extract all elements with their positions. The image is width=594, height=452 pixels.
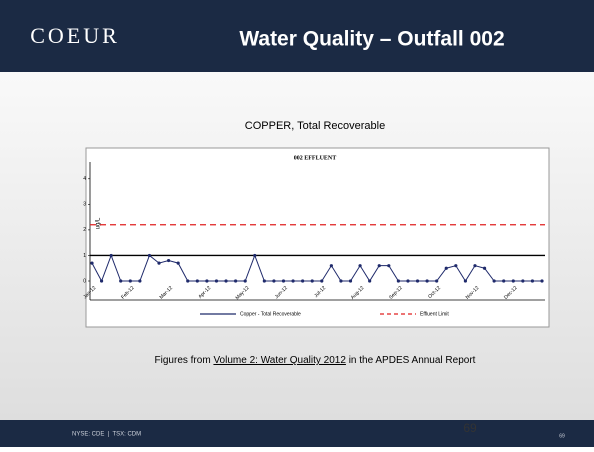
footnote: Figures from Volume 2: Water Quality 201…: [155, 355, 476, 366]
data-point: [157, 261, 161, 265]
footnote-text: in the APDES Annual Report: [346, 355, 476, 366]
legend-label: Effluent Limit: [420, 311, 449, 317]
data-point: [473, 264, 477, 268]
data-point: [253, 253, 257, 258]
footnote-text: Figures from: [155, 355, 214, 366]
data-point: [377, 264, 381, 268]
subtitle: COPPER, Total Recoverable: [245, 120, 385, 132]
data-point: [339, 279, 343, 283]
header: [0, 0, 594, 72]
data-point: [214, 279, 219, 283]
data-point: [511, 279, 515, 283]
data-point: [186, 279, 190, 283]
data-point: [406, 279, 410, 283]
data-point: [205, 279, 209, 283]
data-point: [387, 264, 391, 268]
data-point: [234, 279, 238, 283]
data-point: [454, 264, 458, 268]
data-point: [90, 261, 94, 265]
data-point: [291, 279, 295, 283]
data-point: [310, 279, 314, 283]
data-point: [243, 279, 247, 283]
data-point: [492, 279, 496, 283]
data-point: [166, 258, 171, 263]
data-point: [482, 266, 487, 270]
data-point: [463, 279, 468, 283]
legend-label: Copper - Total Recoverable: [240, 311, 301, 317]
data-point: [348, 279, 353, 283]
y-tick-label: 2: [83, 227, 86, 233]
data-point: [368, 279, 372, 283]
data-point: [224, 279, 228, 283]
ticker: NYSE: CDE | TSX: CDM: [72, 432, 141, 438]
logo: COEUR: [30, 23, 120, 48]
data-point: [109, 253, 113, 258]
data-point: [301, 279, 305, 283]
data-point: [415, 279, 420, 283]
chart-title: 002 EFFLUENT: [294, 155, 337, 161]
data-point: [128, 279, 132, 283]
data-point: [176, 261, 180, 265]
footer: [0, 420, 594, 447]
footnote-link: Volume 2: Water Quality 2012: [213, 355, 346, 366]
data-point: [540, 279, 544, 283]
data-point: [99, 279, 104, 283]
y-tick-label: 0: [83, 278, 86, 284]
page-number: 69: [463, 421, 477, 435]
y-tick-label: 1: [83, 253, 86, 259]
data-point: [281, 279, 286, 283]
data-point: [530, 279, 535, 283]
data-point: [119, 279, 123, 283]
data-point: [272, 279, 276, 283]
slide-title: Water Quality – Outfall 002: [239, 28, 504, 51]
data-point: [435, 279, 439, 283]
data-point: [425, 279, 429, 283]
data-point: [358, 264, 362, 268]
y-tick-label: 3: [83, 202, 86, 208]
data-point: [262, 279, 266, 283]
data-point: [502, 279, 506, 283]
data-point: [147, 253, 152, 258]
page-number-small: 69: [559, 433, 565, 439]
data-point: [320, 279, 324, 283]
chart-frame: [85, 147, 550, 328]
data-point: [138, 279, 142, 283]
data-point: [329, 264, 333, 268]
data-point: [396, 279, 400, 283]
data-point: [444, 266, 448, 270]
data-line: [91, 254, 542, 283]
y-axis-label: ug/L: [96, 217, 102, 229]
data-point: [521, 279, 525, 283]
y-tick-label: 4: [83, 176, 86, 182]
data-point: [195, 279, 199, 283]
